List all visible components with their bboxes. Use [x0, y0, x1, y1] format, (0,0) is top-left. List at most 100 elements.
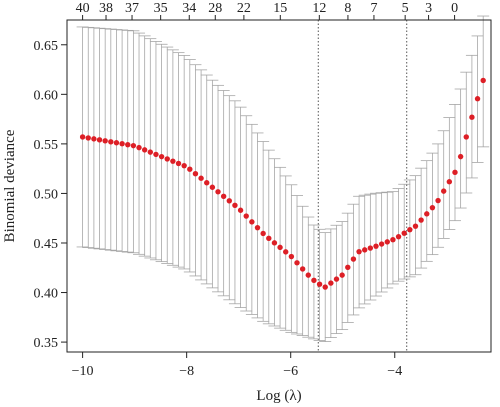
x-tick-label: −4	[387, 364, 402, 379]
data-point	[164, 156, 170, 162]
data-point	[187, 166, 193, 172]
top-tick-label: 22	[237, 1, 251, 16]
y-tick-label: 0.60	[34, 88, 59, 103]
top-tick-label: 8	[344, 1, 351, 16]
data-point	[395, 233, 402, 240]
data-point	[378, 241, 385, 247]
data-point	[243, 213, 249, 219]
data-point	[362, 247, 368, 253]
errorbar	[206, 79, 219, 289]
data-point	[170, 158, 176, 164]
data-point	[125, 141, 131, 148]
x-axis-title: Log (λ)	[256, 388, 301, 404]
vline-layer	[317, 20, 408, 352]
data-point	[136, 144, 142, 151]
data-point	[401, 230, 407, 236]
errorbar	[460, 71, 473, 194]
errorbar	[437, 130, 450, 239]
data-point	[249, 219, 255, 225]
data-point	[429, 204, 436, 211]
x-tick-label: −6	[283, 364, 298, 379]
errorbar	[228, 100, 241, 305]
errorbar	[212, 84, 225, 293]
errorbar	[234, 106, 247, 308]
data-point	[452, 169, 458, 176]
errorbar	[443, 117, 456, 230]
errorbar	[149, 41, 162, 261]
x-tick-label: −10	[72, 364, 94, 379]
data-point	[446, 179, 453, 185]
errorbar	[138, 35, 151, 257]
data-point	[424, 211, 430, 217]
errorbar	[127, 30, 140, 254]
top-tick-label: 7	[370, 1, 377, 16]
data-point	[305, 272, 311, 278]
data-point	[418, 217, 424, 223]
data-point	[435, 197, 441, 204]
data-point	[266, 235, 272, 242]
data-point	[79, 134, 86, 140]
data-point	[102, 138, 108, 144]
data-point	[209, 184, 216, 190]
data-point	[356, 248, 362, 255]
data-point	[226, 198, 233, 204]
data-point	[147, 149, 154, 155]
top-tick-label: 5	[402, 1, 409, 16]
top-tick-label: 3	[425, 1, 432, 16]
data-point	[85, 135, 91, 141]
errorbar	[166, 49, 179, 266]
top-tick-label: 40	[76, 1, 90, 16]
data-point	[480, 77, 486, 84]
data-point	[373, 243, 379, 249]
errorbar	[183, 59, 196, 273]
data-point	[198, 175, 204, 181]
errorbar	[161, 46, 174, 264]
errorbar	[454, 88, 467, 209]
data-point	[254, 224, 261, 231]
data-point	[441, 188, 447, 194]
data-point	[153, 151, 159, 158]
top-tick-label: 28	[208, 1, 222, 16]
data-point	[316, 281, 323, 287]
errorbar	[432, 143, 445, 248]
data-point	[260, 230, 266, 237]
data-point	[412, 223, 419, 229]
data-point	[96, 137, 103, 143]
errorbar	[200, 74, 213, 285]
data-point	[390, 237, 396, 243]
x-tick-label: −8	[179, 364, 194, 379]
top-tick-label: 35	[154, 1, 168, 16]
data-point	[311, 277, 317, 284]
data-point	[299, 266, 306, 272]
data-point	[463, 134, 469, 140]
errorbar	[133, 32, 146, 255]
data-point	[158, 153, 165, 160]
data-point	[384, 239, 390, 245]
errorbar	[116, 29, 129, 252]
errorbar	[121, 29, 134, 253]
data-point	[469, 114, 475, 120]
axis-layer: −10 −8 −6 −4 0.35 0.40 0.45 0.50 0.55 0.60 0.65 40 3…	[34, 1, 459, 379]
errorbar	[178, 55, 191, 270]
data-point	[328, 280, 334, 286]
errorbar	[155, 43, 168, 263]
data-point	[350, 256, 357, 262]
data-point	[294, 260, 300, 266]
errorbar	[420, 160, 433, 262]
top-tick-label: 12	[312, 1, 326, 16]
top-tick-label: 37	[125, 1, 139, 16]
data-point	[181, 162, 187, 169]
top-tick-label: 34	[182, 1, 196, 16]
data-point	[119, 141, 125, 147]
errorbar	[426, 152, 439, 256]
data-point	[237, 207, 244, 213]
data-point	[333, 276, 340, 282]
data-point	[345, 264, 351, 271]
data-point	[283, 249, 289, 255]
y-tick-label: 0.55	[34, 138, 59, 153]
errorbar	[217, 90, 230, 297]
data-point	[288, 253, 295, 260]
y-tick-label: 0.40	[34, 287, 59, 302]
data-point	[277, 244, 283, 251]
